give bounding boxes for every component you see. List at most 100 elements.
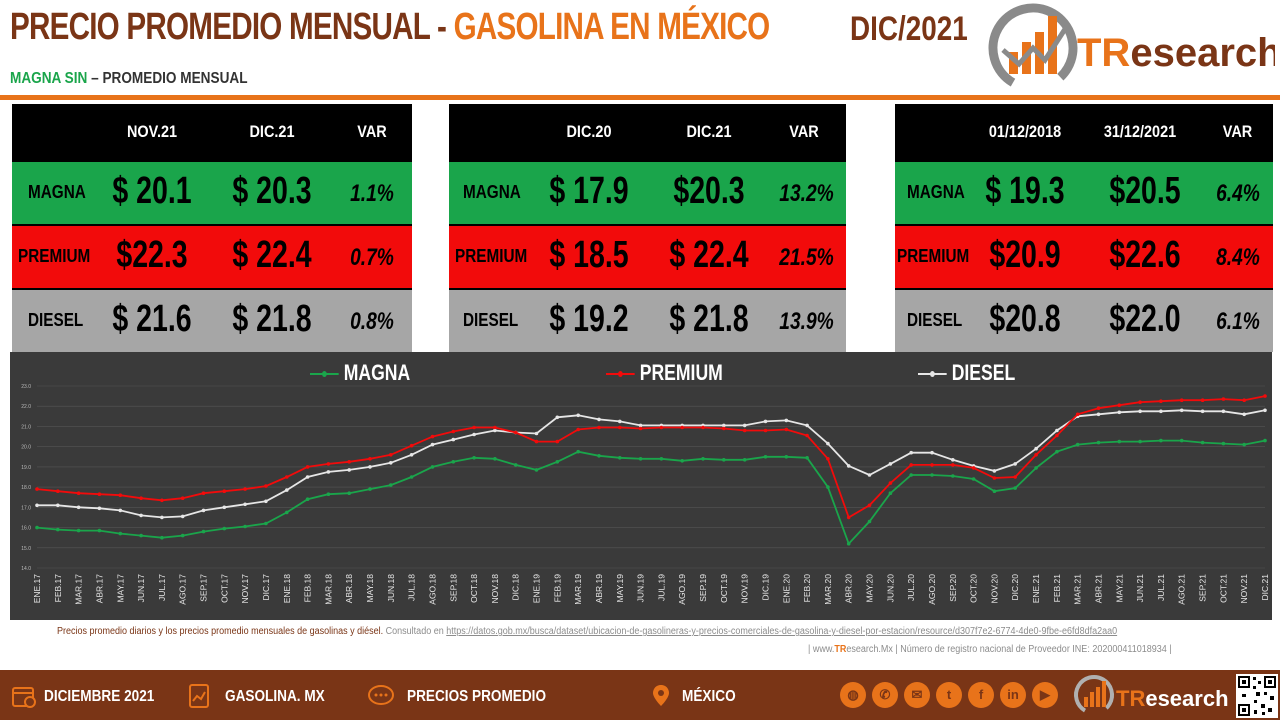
data-point-premium (1159, 399, 1163, 403)
data-point-premium (264, 484, 268, 488)
x-tick-label: ENE.20 (781, 574, 791, 604)
data-point-premium (1034, 453, 1038, 457)
mail-icon[interactable]: ✉ (904, 682, 930, 708)
page-title: PRECIO PROMEDIO MENSUAL - GASOLINA EN MÉ… (10, 6, 770, 49)
subtitle-rest: – PROMEDIO MENSUAL (87, 70, 248, 87)
youtube-icon[interactable]: ▶ (1032, 682, 1058, 708)
linkedin-icon[interactable]: in (1000, 682, 1026, 708)
data-point-diesel (1034, 446, 1038, 451)
data-point-magna (638, 457, 643, 461)
data-point-diesel (1242, 412, 1246, 417)
x-tick-label: ENE.19 (532, 574, 542, 604)
x-tick-label: FEB.20 (802, 574, 812, 603)
data-point-diesel (493, 428, 497, 433)
x-tick-label: SEP.21 (1198, 574, 1208, 602)
data-point-diesel (555, 415, 560, 420)
x-tick-label: NOV.18 (490, 574, 500, 604)
x-tick-label: OCT.21 (1218, 574, 1228, 603)
data-point-diesel (992, 469, 997, 473)
x-tick-label: MAR.20 (823, 574, 833, 605)
x-tick-label: AGO.20 (927, 574, 937, 605)
data-point-magna (97, 528, 102, 533)
x-tick-label: FEB.21 (1052, 574, 1062, 603)
data-point-magna (222, 526, 227, 531)
data-point-diesel (305, 475, 310, 479)
price-value: $ 21.8 (669, 298, 749, 340)
x-tick-label: FEB.17 (53, 574, 63, 603)
data-point-magna (326, 492, 331, 496)
x-tick-label: ENE.17 (32, 574, 42, 604)
x-tick-label: DIC.19 (760, 574, 770, 601)
price-value: $22.3 (116, 234, 188, 276)
table-row-diesel: DIESEL $ 19.2 $ 21.8 13.9% (449, 290, 846, 352)
x-tick-label: JUN.20 (885, 574, 895, 603)
column-header: NOV.21 (126, 122, 178, 141)
x-tick-label: NOV.19 (740, 574, 750, 604)
series-line-magna (36, 439, 1266, 546)
data-point-premium (76, 491, 81, 495)
data-point-premium (742, 428, 747, 433)
price-value: $ 20.1 (112, 170, 192, 212)
data-point-magna (347, 491, 352, 495)
globe-icon[interactable]: ◍ (840, 682, 866, 708)
x-tick-label: ABR.17 (94, 574, 104, 604)
data-point-premium (638, 426, 643, 431)
data-point-premium (784, 427, 789, 432)
x-tick-label: DIC.18 (511, 574, 521, 601)
data-point-magna (368, 487, 372, 491)
x-tick-label: JUL.20 (906, 574, 916, 601)
data-point-diesel (1179, 408, 1184, 413)
x-tick-label: ENE.18 (282, 574, 292, 604)
data-point-diesel (389, 461, 393, 465)
row-label: MAGNA (28, 182, 86, 202)
row-label: MAGNA (463, 182, 521, 202)
column-header: VAR (789, 122, 819, 141)
data-point-premium (1013, 475, 1017, 479)
twitter-icon[interactable]: t (936, 682, 962, 708)
y-tick-label: 22.0 (21, 404, 31, 410)
source-text: Precios promedio diarios y los precios p… (57, 626, 386, 637)
x-tick-label: SEP.20 (948, 574, 958, 602)
x-tick-label: SEP.19 (698, 574, 708, 602)
column-header: DIC.21 (686, 122, 732, 141)
table-row-diesel: DIESEL $20.8 $22.0 6.1% (895, 290, 1273, 352)
price-value: $ 18.5 (549, 234, 629, 276)
subtitle: MAGNA SIN – PROMEDIO MENSUAL (10, 70, 248, 88)
x-tick-label: JUN.18 (386, 574, 396, 603)
data-point-diesel (201, 508, 206, 513)
data-point-diesel (1200, 409, 1205, 414)
data-point-magna (1055, 449, 1059, 454)
x-tick-label: MAR.18 (323, 574, 333, 605)
data-point-diesel (1055, 428, 1059, 433)
data-point-premium (472, 425, 476, 430)
data-point-premium (888, 481, 893, 485)
data-point-diesel (97, 506, 102, 511)
data-point-magna (992, 489, 997, 493)
phone-icon[interactable]: ✆ (872, 682, 898, 708)
variation-value: 13.2% (779, 180, 834, 207)
x-tick-label: AGO.21 (1177, 574, 1187, 605)
source-link[interactable]: https://datos.gob.mx/busca/dataset/ubica… (446, 626, 1118, 637)
data-point-diesel (451, 437, 456, 442)
calendar-icon (12, 687, 36, 708)
data-point-magna (618, 456, 622, 460)
x-tick-label: ABR.18 (344, 574, 354, 604)
reg-rest: esearch.Mx | Número de registro nacional… (846, 644, 1172, 655)
data-point-premium (951, 463, 955, 467)
y-tick-label: 14.0 (21, 566, 31, 572)
data-point-diesel (264, 499, 268, 504)
data-point-premium (805, 433, 809, 438)
x-tick-label: MAR.21 (1073, 574, 1083, 605)
x-tick-label: FEB.18 (303, 574, 313, 603)
x-tick-label: ABR.19 (594, 574, 604, 604)
data-point-premium (1263, 394, 1267, 398)
data-point-premium (576, 427, 580, 432)
price-value: $20.5 (1109, 170, 1181, 212)
y-tick-label: 19.0 (21, 465, 31, 471)
data-point-diesel (534, 431, 539, 436)
qr-code[interactable] (1236, 674, 1278, 718)
table-row-diesel: DIESEL $ 21.6 $ 21.8 0.8% (12, 290, 412, 352)
data-point-diesel (826, 441, 830, 446)
data-point-premium (1179, 398, 1184, 402)
facebook-icon[interactable]: f (968, 682, 994, 708)
